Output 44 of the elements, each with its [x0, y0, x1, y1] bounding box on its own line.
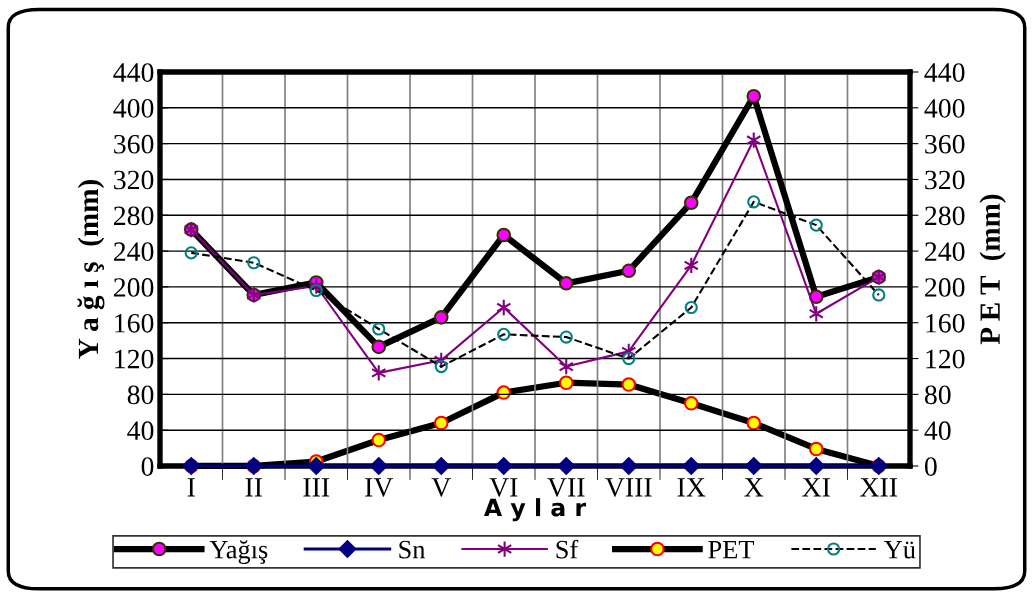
y2-tick-label: 200	[925, 278, 965, 297]
legend-label: PET	[708, 540, 755, 559]
y2-tick-label: 80	[924, 385, 951, 405]
y-tick-label: 160	[115, 313, 154, 333]
x-tick-label: I	[187, 478, 195, 497]
y2-tick-label: 240	[925, 242, 965, 261]
y2-tick-label: 320	[925, 170, 965, 190]
x-tick-label: III	[303, 478, 330, 497]
x-tick-label: XII	[860, 478, 898, 497]
legend-label: Sn	[399, 540, 426, 559]
y-tick-label: 360	[114, 134, 154, 154]
x-tick-label: VI	[489, 478, 518, 497]
legend-label: Yağış	[209, 540, 268, 564]
y-tick-label: 40	[127, 421, 154, 441]
y-tick-label: 400	[113, 98, 154, 118]
legend-label: Sf	[556, 539, 579, 559]
y-tick-label: 240	[114, 242, 154, 261]
y2-tick-label: 120	[926, 349, 965, 369]
y-tick-label: 0	[141, 457, 154, 476]
y2-tick-label: 0	[924, 457, 937, 476]
x-tick-label: VII	[547, 478, 585, 497]
y-tick-label: 440	[113, 63, 154, 82]
x-tick-label: V	[431, 478, 451, 497]
x-tick-label: X	[744, 478, 764, 497]
x-tick-label: XI	[802, 478, 830, 497]
y-tick-label: 120	[115, 349, 154, 369]
x-axis-title: A y l a r	[484, 498, 587, 522]
y2-tick-label: 280	[925, 206, 965, 226]
legend-label: Yü	[884, 540, 916, 559]
x-tick-label: IX	[677, 478, 706, 497]
y-tick-label: 200	[114, 278, 154, 297]
y-axis-title: Y a ğ ı ş (mm)	[77, 180, 105, 359]
y2-axis-title: P E T (mm)	[979, 194, 1006, 345]
y-tick-label: 80	[127, 385, 154, 405]
y2-tick-label: 360	[925, 134, 965, 154]
x-tick-label: IV	[365, 478, 394, 497]
y-tick-label: 280	[114, 206, 154, 226]
x-tick-label: VIII	[605, 478, 652, 497]
y2-tick-label: 160	[926, 313, 965, 333]
y2-tick-label: 440	[924, 63, 965, 82]
y2-tick-label: 40	[924, 421, 951, 441]
x-tick-label: II	[245, 478, 263, 497]
y-tick-label: 320	[114, 170, 154, 190]
y2-tick-label: 400	[924, 98, 965, 118]
